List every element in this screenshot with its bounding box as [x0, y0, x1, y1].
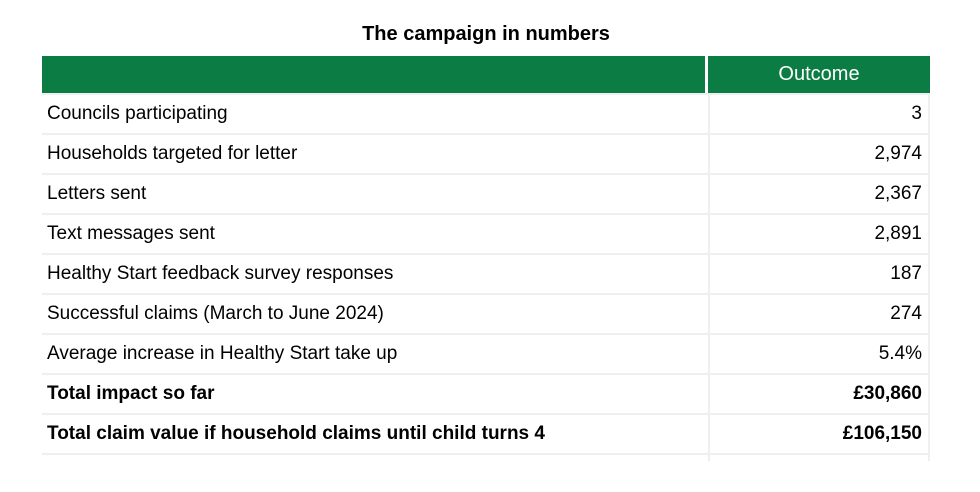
table-row: Text messages sent 2,891: [42, 215, 930, 255]
campaign-table: Outcome Councils participating 3 Househo…: [42, 56, 930, 461]
page-title: The campaign in numbers: [362, 23, 610, 45]
row-label: Total impact so far: [47, 383, 215, 404]
table-row: Successful claims (March to June 2024) 2…: [42, 295, 930, 335]
row-label: Successful claims (March to June 2024): [47, 303, 384, 324]
table-row-total: Total impact so far £30,860: [42, 375, 930, 415]
row-value: 274: [708, 295, 930, 333]
row-value: 2,891: [708, 215, 930, 253]
table-row: Average increase in Healthy Start take u…: [42, 335, 930, 375]
row-value: £30,860: [708, 375, 930, 413]
row-value: 2,974: [708, 135, 930, 173]
row-label: Text messages sent: [47, 223, 215, 244]
row-label: Households targeted for letter: [47, 143, 298, 164]
row-value: £106,150: [708, 415, 930, 453]
row-value: 187: [708, 255, 930, 293]
row-label: Healthy Start feedback survey responses: [47, 263, 394, 284]
row-label: Councils participating: [47, 103, 228, 124]
row-value: 3: [708, 95, 930, 133]
row-value: 2,367: [708, 175, 930, 213]
table-row: Councils participating 3: [42, 95, 930, 135]
campaign-numbers-section: The campaign in numbers Outcome Councils…: [42, 22, 930, 461]
table-bottom-stub: [42, 455, 930, 461]
table-row: Households targeted for letter 2,974: [42, 135, 930, 175]
header-label-cell: [42, 56, 708, 93]
table-row: Letters sent 2,367: [42, 175, 930, 215]
row-value: 5.4%: [708, 335, 930, 373]
row-label: Total claim value if household claims un…: [47, 423, 545, 444]
header-outcome-cell: Outcome: [778, 63, 860, 85]
table-header-row: Outcome: [42, 56, 930, 95]
row-label: Average increase in Healthy Start take u…: [47, 343, 398, 364]
row-label: Letters sent: [47, 183, 147, 204]
table-row: Healthy Start feedback survey responses …: [42, 255, 930, 295]
table-row-total: Total claim value if household claims un…: [42, 415, 930, 455]
